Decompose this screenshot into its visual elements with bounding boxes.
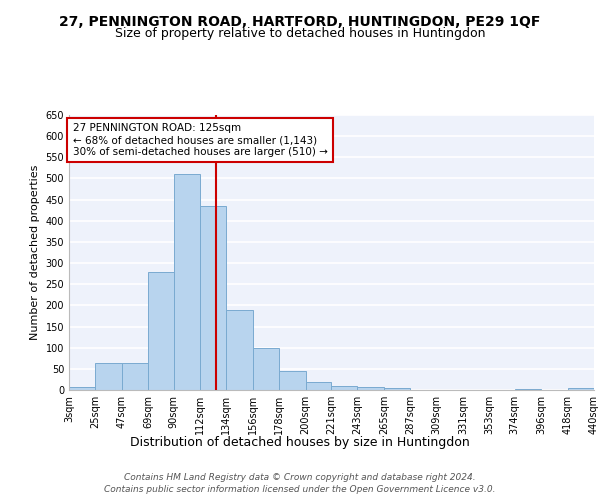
Bar bbox=[568, 388, 594, 390]
Text: Distribution of detached houses by size in Huntingdon: Distribution of detached houses by size … bbox=[130, 436, 470, 449]
Bar bbox=[148, 272, 173, 390]
Bar bbox=[95, 362, 122, 390]
Text: Contains HM Land Registry data © Crown copyright and database right 2024.: Contains HM Land Registry data © Crown c… bbox=[124, 473, 476, 482]
Bar bbox=[384, 388, 410, 390]
Bar bbox=[69, 386, 95, 390]
Bar bbox=[358, 386, 384, 390]
Bar bbox=[331, 386, 358, 390]
Text: 27 PENNINGTON ROAD: 125sqm
← 68% of detached houses are smaller (1,143)
30% of s: 27 PENNINGTON ROAD: 125sqm ← 68% of deta… bbox=[73, 124, 328, 156]
Bar bbox=[515, 388, 541, 390]
Y-axis label: Number of detached properties: Number of detached properties bbox=[30, 165, 40, 340]
Bar bbox=[226, 310, 253, 390]
Text: Size of property relative to detached houses in Huntingdon: Size of property relative to detached ho… bbox=[115, 28, 485, 40]
Bar bbox=[122, 362, 148, 390]
Text: Contains public sector information licensed under the Open Government Licence v3: Contains public sector information licen… bbox=[104, 484, 496, 494]
Bar bbox=[305, 382, 331, 390]
Bar bbox=[173, 174, 200, 390]
Bar bbox=[253, 348, 279, 390]
Bar bbox=[200, 206, 226, 390]
Text: 27, PENNINGTON ROAD, HARTFORD, HUNTINGDON, PE29 1QF: 27, PENNINGTON ROAD, HARTFORD, HUNTINGDO… bbox=[59, 15, 541, 29]
Bar bbox=[279, 371, 305, 390]
